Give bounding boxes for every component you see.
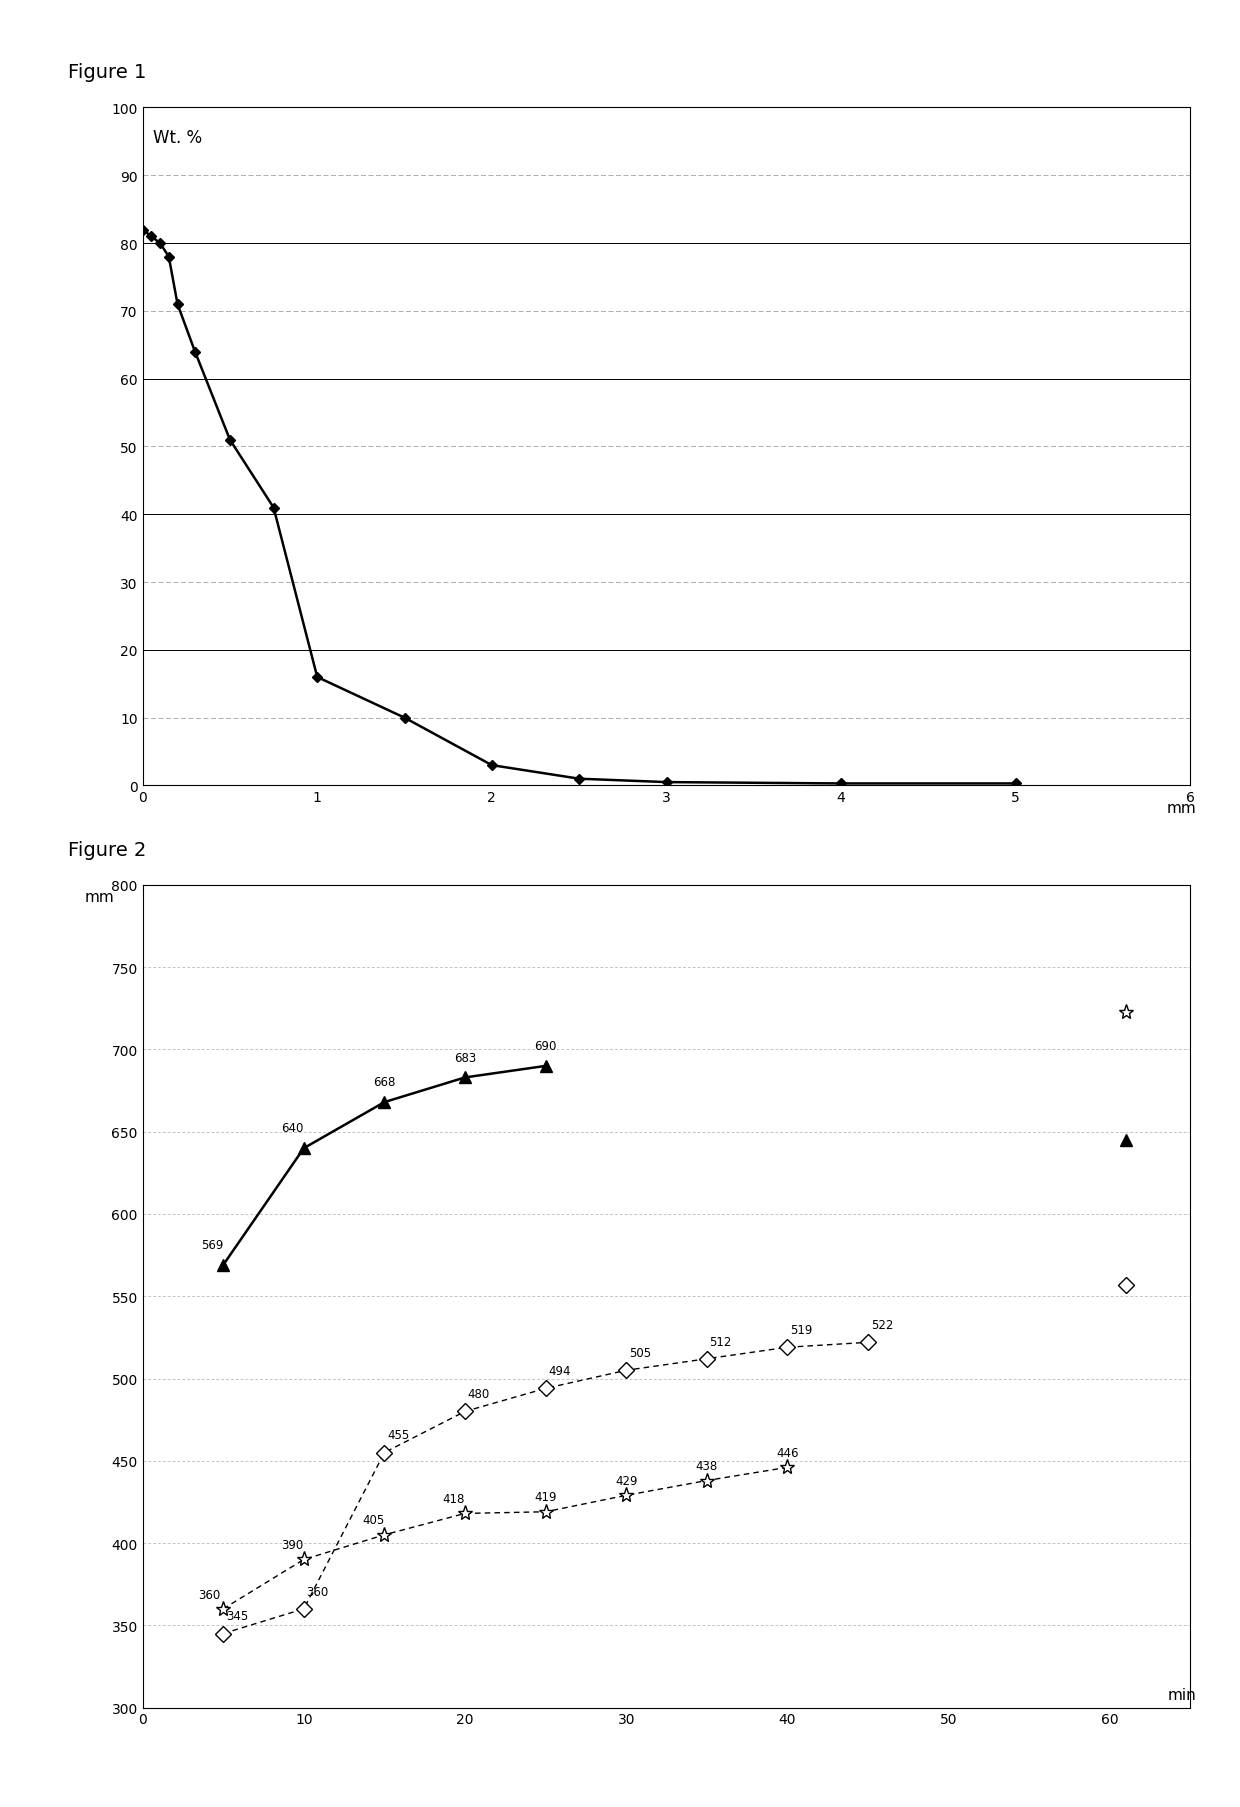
Text: mm: mm bbox=[84, 889, 114, 904]
Text: mm: mm bbox=[1167, 801, 1197, 815]
Text: 505: 505 bbox=[629, 1346, 651, 1359]
Text: 668: 668 bbox=[373, 1075, 396, 1088]
Text: 446: 446 bbox=[776, 1446, 799, 1460]
Text: 522: 522 bbox=[870, 1319, 893, 1332]
Text: 519: 519 bbox=[790, 1323, 812, 1337]
Text: 429: 429 bbox=[615, 1475, 637, 1487]
Text: 455: 455 bbox=[387, 1429, 409, 1442]
Text: Figure 2: Figure 2 bbox=[68, 840, 146, 860]
Text: Wt. %: Wt. % bbox=[153, 128, 202, 146]
Text: 494: 494 bbox=[548, 1364, 570, 1377]
Text: 640: 640 bbox=[281, 1122, 304, 1135]
Text: 405: 405 bbox=[362, 1514, 384, 1527]
Text: 683: 683 bbox=[454, 1052, 476, 1064]
Text: 360: 360 bbox=[306, 1585, 329, 1597]
Text: 418: 418 bbox=[443, 1493, 465, 1505]
Text: 569: 569 bbox=[201, 1238, 223, 1252]
Text: 419: 419 bbox=[534, 1491, 557, 1503]
Text: 438: 438 bbox=[696, 1460, 718, 1473]
Text: 690: 690 bbox=[534, 1039, 557, 1052]
Text: 360: 360 bbox=[198, 1588, 221, 1601]
Text: 390: 390 bbox=[281, 1538, 304, 1550]
Text: 345: 345 bbox=[226, 1610, 248, 1623]
Text: Figure 1: Figure 1 bbox=[68, 63, 146, 83]
Text: 512: 512 bbox=[709, 1335, 732, 1348]
Text: min: min bbox=[1168, 1688, 1197, 1702]
Text: 480: 480 bbox=[467, 1388, 490, 1400]
